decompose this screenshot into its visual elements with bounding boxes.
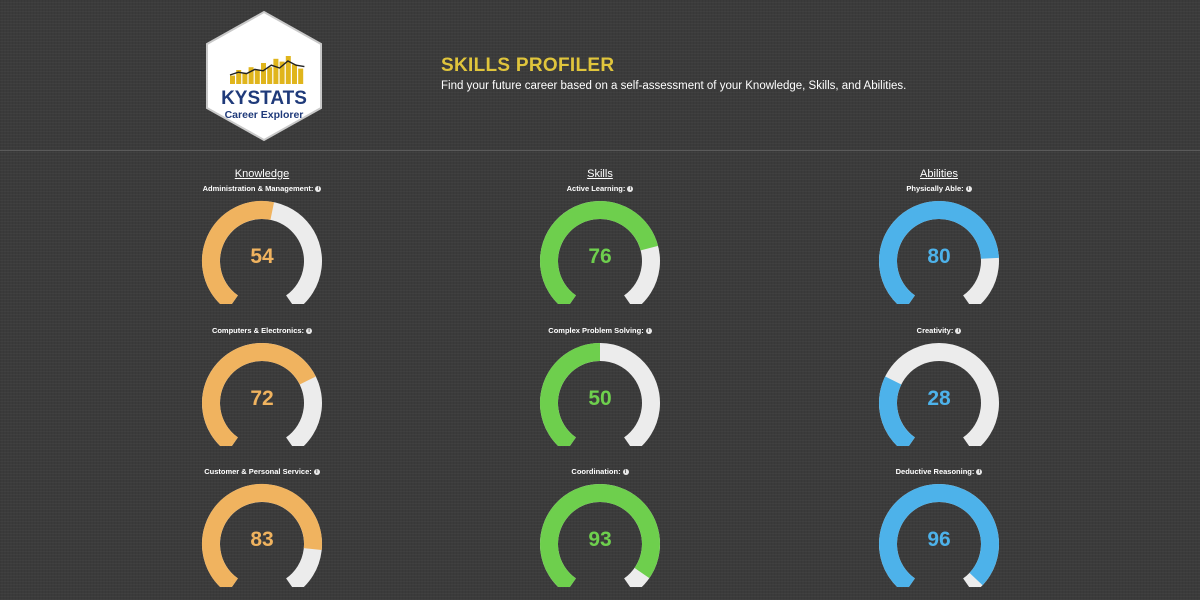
column-heading-knowledge: Knowledge: [234, 168, 290, 180]
gauge-fill-physically-able: [879, 201, 999, 304]
logo-bar: [261, 63, 266, 84]
logo-hexagon: [206, 10, 322, 142]
gauge-label-text: Deductive Reasoning:: [895, 467, 975, 476]
info-icon[interactable]: i: [965, 186, 972, 192]
gauge-label: Complex Problem Solving: i: [510, 326, 690, 335]
gauge-svg: [202, 343, 322, 446]
gauge-svg: [202, 201, 322, 304]
logo-bar: [236, 70, 242, 84]
gauge-label: Customer & Personal Service: i: [172, 467, 352, 476]
info-icon[interactable]: i: [622, 469, 629, 475]
gauge-value: 83: [250, 528, 274, 551]
logo-bar: [248, 67, 254, 84]
gauge-svg: [879, 201, 999, 304]
logo-brand: KYSTATS: [221, 88, 307, 109]
gauge-label: Physically Able: i: [849, 184, 1029, 193]
gauge-administration-management: Administration & Management: i 54: [172, 184, 352, 304]
gauge-label-text: Complex Problem Solving:: [548, 326, 644, 335]
logo-bar: [285, 56, 291, 84]
gauge-fill-creativity: [879, 376, 916, 446]
logo-bar: [254, 70, 260, 84]
gauge-fill-computers-electronics: [202, 343, 316, 446]
gauge-fill-administration-management: [202, 201, 275, 304]
kystats-logo[interactable]: KYSTATS Career Explorer: [202, 10, 326, 142]
gauge-label-text: Coordination:: [571, 467, 621, 476]
gauge-label: Creativity: i: [849, 326, 1029, 335]
page-subtitle: Find your future career based on a self-…: [441, 80, 907, 92]
logo-bar: [298, 68, 304, 84]
gauge-label: Administration & Management: i: [172, 184, 352, 193]
gauge-value: 96: [927, 528, 951, 551]
info-icon[interactable]: i: [315, 186, 322, 192]
page-title: SKILLS PROFILER: [441, 55, 615, 76]
gauge-label-text: Administration & Management:: [202, 184, 314, 193]
logo-bar: [267, 67, 273, 84]
logo-bar: [230, 75, 235, 84]
logo-bar: [292, 64, 297, 84]
gauge-fill-coordination: [540, 484, 660, 587]
gauge-value: 72: [250, 387, 274, 410]
gauge-label-text: Creativity:: [916, 326, 954, 335]
info-icon[interactable]: i: [976, 469, 983, 475]
logo-bar: [279, 61, 285, 84]
gauge-label: Active Learning: i: [510, 184, 690, 193]
info-icon[interactable]: i: [645, 328, 652, 334]
gauge-svg: [202, 484, 322, 587]
gauge-computers-electronics: Computers & Electronics: i 72: [172, 326, 352, 446]
info-icon[interactable]: i: [627, 186, 634, 192]
column-heading-skills: Skills: [587, 168, 613, 180]
gauge-value: 54: [250, 245, 274, 268]
gauge-label: Coordination: i: [510, 467, 690, 476]
info-icon[interactable]: i: [313, 469, 320, 475]
info-icon[interactable]: i: [306, 328, 313, 334]
column-heading-abilities: Abilities: [920, 168, 958, 180]
gauge-value: 50: [588, 387, 612, 410]
gauge-fill-customer-personal-service: [202, 484, 322, 587]
gauge-creativity: Creativity: i 28: [849, 326, 1029, 446]
gauge-fill-deductive-reasoning: [879, 484, 999, 587]
gauge-deductive-reasoning: Deductive Reasoning: i 96: [849, 467, 1029, 587]
gauge-label-text: Customer & Personal Service:: [204, 467, 312, 476]
gauge-value: 80: [927, 245, 951, 268]
gauge-fill-complex-problem-solving: [540, 343, 601, 446]
logo-bar: [273, 58, 279, 84]
logo-bar: [242, 72, 248, 84]
info-icon[interactable]: i: [955, 328, 962, 334]
gauge-svg: [540, 201, 660, 304]
header-divider: [0, 150, 1200, 151]
gauge-active-learning: Active Learning: i 76: [510, 184, 690, 304]
gauge-physically-able: Physically Able: i 80: [849, 184, 1029, 304]
gauge-svg: [879, 484, 999, 587]
gauge-svg: [540, 484, 660, 587]
gauge-fill-active-learning: [540, 201, 659, 304]
gauge-coordination: Coordination: i 93: [510, 467, 690, 587]
gauge-label: Deductive Reasoning: i: [849, 467, 1029, 476]
gauge-customer-personal-service: Customer & Personal Service: i 83: [172, 467, 352, 587]
gauge-label-text: Active Learning:: [566, 184, 626, 193]
gauge-value: 28: [927, 387, 951, 410]
gauge-label-text: Computers & Electronics:: [211, 326, 305, 335]
gauge-complex-problem-solving: Complex Problem Solving: i 50: [510, 326, 690, 446]
gauge-svg: [879, 343, 999, 446]
gauge-svg: [540, 343, 660, 446]
gauge-label: Computers & Electronics: i: [172, 326, 352, 335]
gauge-label-text: Physically Able:: [906, 184, 964, 193]
logo-subtitle: Career Explorer: [224, 109, 304, 121]
gauge-value: 76: [588, 245, 612, 268]
logo-chart-icon: [230, 56, 304, 84]
gauge-value: 93: [588, 528, 612, 551]
